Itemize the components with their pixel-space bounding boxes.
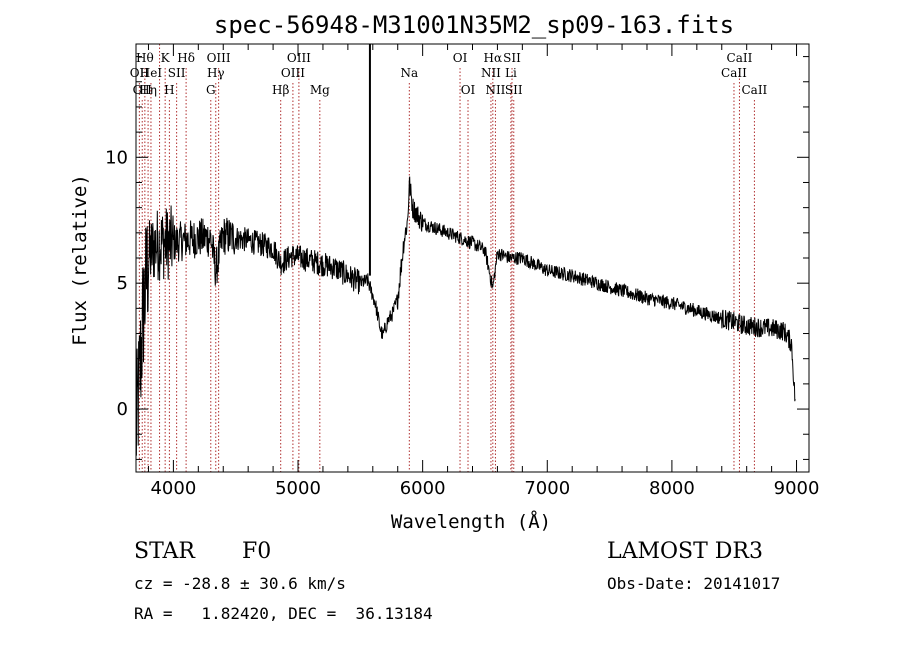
spectral-line-label: SII: [503, 51, 521, 65]
x-tick-label: 7000: [524, 478, 570, 499]
object-subclass: F0: [242, 539, 272, 564]
y-tick-label: 0: [117, 399, 128, 420]
redshift-value: cz = -28.8 ± 30.6 km/s: [134, 574, 346, 593]
x-axis-label: Wavelength (Å): [391, 510, 551, 533]
spectral-line-label: Hγ: [207, 66, 225, 80]
spectral-line-label: Hθ: [136, 51, 154, 65]
x-tick-label: 9000: [774, 478, 820, 499]
spectral-line-label: OIII: [207, 51, 231, 65]
spectral-line-label: NII: [485, 83, 505, 97]
spectral-line-label: SII: [505, 83, 523, 97]
spectral-line-label: SII: [168, 66, 186, 80]
coordinates: RA = 1.82420, DEC = 36.13184: [134, 604, 433, 623]
spectral-line-label: K: [161, 51, 171, 65]
spectral-line-label: Na: [400, 66, 418, 80]
chart-title: spec-56948-M31001N35M2_sp09-163.fits: [214, 11, 734, 39]
x-tick-label: 4000: [150, 478, 196, 499]
object-class: STAR: [134, 539, 195, 564]
spectral-line-label: Hα: [484, 51, 503, 65]
spectral-line-label: OIII: [281, 66, 305, 80]
spectral-line-label: OIII: [287, 51, 311, 65]
y-axis-label: Flux (relative): [69, 174, 91, 346]
spectral-line-label: CaII: [727, 51, 753, 65]
survey-name: LAMOST DR3: [607, 539, 763, 564]
spectral-line-label: NII: [481, 66, 501, 80]
spectral-line-label: OI: [461, 83, 476, 97]
spectral-line-label: CaII: [741, 83, 767, 97]
x-tick-label: 6000: [400, 478, 446, 499]
spectral-line-label: Hδ: [177, 51, 195, 65]
plot-frame: [135, 43, 810, 473]
spectral-line-label: CaII: [721, 66, 747, 80]
y-axis-ticks: 0 5 10: [105, 56, 809, 460]
spectral-line-label: Li: [505, 66, 517, 80]
x-tick-label: 5000: [275, 478, 321, 499]
obs-date: Obs-Date: 20141017: [607, 574, 781, 593]
spectral-line-label: Mg: [310, 83, 330, 97]
spectrum-line: [135, 176, 796, 456]
spectral-line-label: OII: [130, 66, 150, 80]
y-tick-label: 5: [117, 273, 128, 294]
spectral-line-label: OI: [453, 51, 468, 65]
spectral-line-label: H: [164, 83, 174, 97]
spectral-line-label: Hβ: [272, 83, 289, 97]
spectral-line-label: HeI: [140, 66, 163, 80]
spectral-line-markers: [138, 44, 755, 472]
y-tick-label: 10: [105, 147, 128, 168]
spectral-line-label: Hη: [139, 83, 157, 97]
spectral-line-label: OII: [133, 83, 153, 97]
x-tick-label: 8000: [649, 478, 695, 499]
spectral-line-labels: OIIOIIHθHηHeIKHSIIHδGHγOIIIHβOIIIOIIIMgN…: [130, 51, 768, 97]
x-axis-ticks: 4000 5000 6000 7000 8000 9000: [147, 44, 820, 499]
spectral-line-label: G: [206, 83, 216, 97]
